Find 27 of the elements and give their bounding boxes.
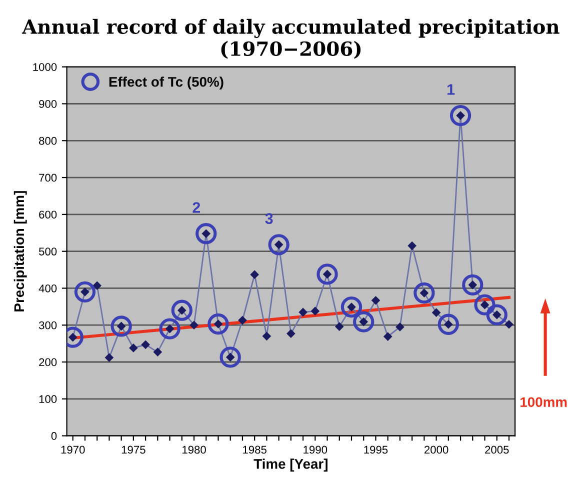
y-tick-label: 800 (39, 136, 57, 145)
y-tick-label: 900 (39, 100, 57, 108)
x-tick-label: 1995 (364, 446, 388, 454)
y-tick-label: 0 (51, 432, 57, 440)
chart-title: Annual record of daily accumulated precipitation (1970−2006) (22, 18, 560, 59)
x-axis-title: Time [Year] (254, 458, 328, 472)
x-tick-label: 1985 (243, 446, 266, 454)
x-tick-label: 1975 (122, 446, 146, 454)
y-tick-label: 1000 (33, 63, 57, 71)
annotation: 2 (192, 202, 200, 213)
y-tick-label: 500 (38, 248, 57, 256)
y-tick-label: 600 (39, 210, 57, 219)
x-tick-label: 2000 (424, 446, 448, 454)
annotation: 3 (265, 213, 273, 224)
x-tick-label: 1990 (304, 446, 328, 454)
x-tick-label: 2005 (485, 446, 509, 454)
annotation: 1 (448, 84, 455, 95)
text: 100mm (520, 397, 567, 408)
y-axis-title: Precipitation [mm] (14, 191, 27, 312)
legend-label: Effect of Tc (50%) (109, 76, 224, 90)
x-tick-label: 1980 (182, 446, 206, 454)
y-tick-label: 200 (39, 358, 57, 366)
y-tick-label: 700 (39, 174, 57, 182)
y-tick-label: 400 (38, 284, 57, 292)
x-tick-label: 1970 (61, 446, 85, 454)
y-tick-label: 300 (38, 321, 57, 330)
y-tick-label: 100 (39, 395, 57, 404)
